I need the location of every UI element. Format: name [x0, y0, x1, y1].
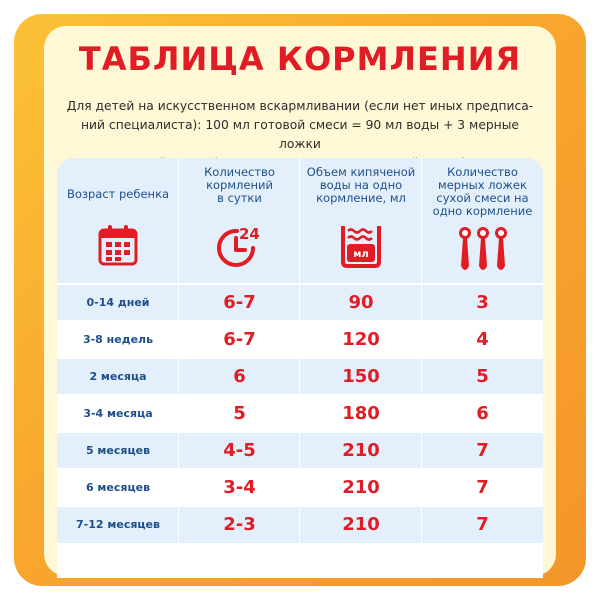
table-row: 3-8 недель 6-7 120 4 [57, 321, 543, 358]
header-spoons-line: мерных ложек [438, 178, 527, 192]
water-cell: 210 [342, 440, 380, 461]
svg-text:мл: мл [353, 249, 369, 260]
header-feedings-line: Количество [204, 165, 275, 179]
intro-line: Для детей на искусственном вскармливании… [66, 99, 534, 113]
spoons-cell: 3 [476, 292, 489, 313]
header-feedings: Количество кормлений в сутки 24 [179, 166, 300, 276]
header-spoons: Количество мерных ложек сухой смеси на о… [422, 166, 543, 276]
clock-24-icon: 24 [215, 222, 265, 274]
age-cell: 3-8 недель [82, 333, 154, 346]
row-divider [57, 320, 543, 322]
water-cell: 180 [342, 403, 380, 424]
header-feedings-line: кормлений [206, 178, 273, 192]
row-divider [57, 357, 543, 359]
svg-text:24: 24 [239, 225, 260, 243]
water-container-icon: мл [338, 222, 384, 272]
page-title: ТАБЛИЦА КОРМЛЕНИЯ [78, 40, 522, 78]
water-cell: 120 [342, 329, 380, 350]
row-divider [57, 505, 543, 507]
spoons-cell: 7 [476, 477, 489, 498]
header-spoons-line: сухой смеси на [436, 191, 529, 205]
feedings-cell: 2-3 [223, 514, 256, 535]
feedings-cell: 6-7 [223, 329, 256, 350]
feedings-cell: 4-5 [223, 440, 256, 461]
table-row: 2 месяца 6 150 5 [57, 358, 543, 395]
row-divider [57, 468, 543, 470]
age-cell: 6 месяцев [85, 481, 151, 494]
column-divider [178, 158, 179, 578]
age-cell: 7-12 месяцев [76, 518, 160, 531]
age-cell: 0-14 дней [86, 296, 150, 309]
header-feedings-line: в сутки [217, 191, 262, 205]
spoons-cell: 6 [476, 403, 489, 424]
calendar-icon [98, 224, 138, 270]
table-row: 3-4 месяца 5 180 6 [57, 395, 543, 432]
feeding-table: Возраст ребенка Количество кормлени [57, 158, 543, 578]
header-water: Объем кипяченой воды на одно кормление, … [300, 166, 422, 276]
intro-line: ний специалиста): 100 мл готовой смеси =… [81, 118, 519, 151]
row-divider [57, 431, 543, 433]
table-row: 6 месяцев 3-4 210 7 [57, 469, 543, 506]
header-water-line: Объем кипяченой [306, 165, 416, 179]
row-divider [57, 283, 543, 285]
feedings-cell: 3-4 [223, 477, 256, 498]
spoons-cell: 4 [476, 329, 489, 350]
column-divider [421, 158, 422, 578]
header-water-line: воды на одно [319, 178, 403, 192]
table-row: 5 месяцев 4-5 210 7 [57, 432, 543, 469]
water-cell: 210 [342, 477, 380, 498]
feedings-cell: 5 [233, 403, 246, 424]
header-age-label: Возраст ребенка [66, 187, 170, 201]
table-row: 7-12 месяцев 2-3 210 7 [57, 506, 543, 543]
header-water-line: кормление, мл [316, 191, 406, 205]
water-cell: 210 [342, 514, 380, 535]
age-cell: 5 месяцев [85, 444, 151, 457]
feedings-cell: 6-7 [223, 292, 256, 313]
row-divider [57, 394, 543, 396]
header-spoons-line: Количество [447, 165, 518, 179]
header-spoons-line: одно кормление [432, 204, 533, 218]
header-age: Возраст ребенка [57, 166, 179, 276]
column-divider [299, 158, 300, 578]
feedings-cell: 6 [233, 366, 246, 387]
spoons-icon [455, 226, 511, 280]
age-cell: 3-4 месяца [83, 407, 153, 420]
water-cell: 90 [348, 292, 374, 313]
table-header: Возраст ребенка Количество кормлени [57, 158, 543, 284]
spoons-cell: 7 [476, 514, 489, 535]
spoons-cell: 7 [476, 440, 489, 461]
table-row: 0-14 дней 6-7 90 3 [57, 284, 543, 321]
spoons-cell: 5 [476, 366, 489, 387]
water-cell: 150 [342, 366, 380, 387]
age-cell: 2 месяца [89, 370, 147, 383]
